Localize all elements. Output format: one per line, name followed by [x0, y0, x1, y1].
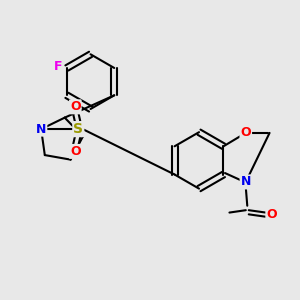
Text: S: S [73, 122, 83, 136]
Text: F: F [54, 60, 62, 73]
Text: N: N [36, 123, 46, 136]
Text: O: O [241, 126, 251, 140]
Text: N: N [241, 176, 251, 188]
Text: O: O [266, 208, 277, 220]
Text: O: O [70, 100, 81, 113]
Text: O: O [70, 145, 81, 158]
